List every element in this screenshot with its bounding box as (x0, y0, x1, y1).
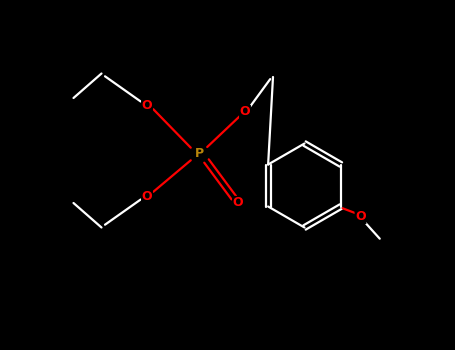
Text: P: P (195, 147, 204, 161)
Text: O: O (142, 98, 152, 112)
Text: O: O (142, 189, 152, 203)
Text: O: O (240, 105, 250, 119)
Text: O: O (233, 196, 243, 210)
Text: O: O (355, 210, 366, 224)
